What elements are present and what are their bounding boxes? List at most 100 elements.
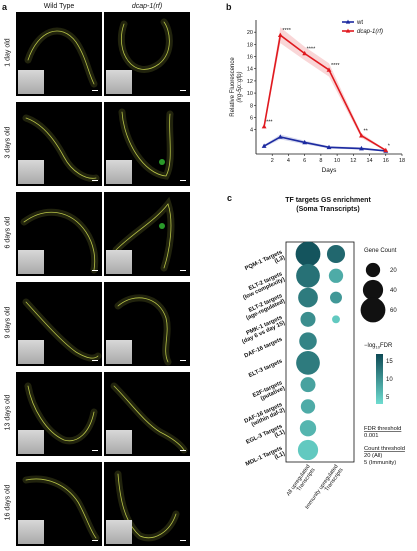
significance-label: *** (266, 120, 273, 126)
y-tick-label: 4 (250, 128, 253, 134)
gfp-signal (159, 159, 165, 165)
scale-bar (92, 540, 98, 541)
brightfield-inset (106, 250, 132, 274)
note-value-1-1: 5 (Immunity) (364, 460, 396, 466)
color-legend-tick-1: 10 (386, 377, 393, 383)
note-value-0-0: 0.001 (364, 433, 379, 439)
data-point (261, 123, 267, 129)
x-tick-label: 14 (366, 158, 372, 164)
brightfield-inset (106, 70, 132, 94)
dot-0-0 (295, 241, 321, 267)
color-legend-bar (376, 354, 383, 404)
color-legend-tick-0: 15 (386, 359, 393, 365)
worm-edge (117, 297, 169, 363)
worm-edge (27, 30, 95, 85)
category-label-9: MDL-1 Targets(L1) (245, 445, 286, 473)
x-tick-label: 2 (271, 158, 274, 164)
data-point (383, 147, 389, 153)
brightfield-inset (106, 430, 132, 454)
micrograph-dcap1-3 (104, 282, 190, 366)
category-label-5: ELT-3 targets (248, 358, 283, 379)
scale-bar (180, 360, 186, 361)
data-point (326, 67, 332, 72)
row-label-4: 13 days old (4, 394, 12, 431)
color-legend-title: −log10FDR (364, 343, 393, 350)
legend-label-1: dcap-1(rf) (357, 29, 383, 35)
scale-bar (92, 270, 98, 271)
row-label-5: 16 days old (4, 484, 12, 521)
dot-1-1 (328, 268, 344, 283)
y-tick-label: 8 (250, 103, 253, 109)
scale-bar (180, 270, 186, 271)
legend-marker-0 (345, 19, 351, 24)
data-point (277, 32, 283, 38)
note-value-1-0: 20 (All) (364, 453, 382, 459)
dot-3-1 (332, 315, 340, 324)
row-label-3: 9 days old (4, 306, 12, 339)
size-legend-label-1: 40 (390, 288, 397, 294)
panel-b-line-chart: 4 6 8 10 12 14 16 18 20 2 4 6 8 10 12 14 16 18 Days Relativ… (230, 19, 405, 174)
worm-outline (114, 470, 180, 542)
micrograph-wt-1 (16, 102, 102, 186)
brightfield-inset (18, 520, 44, 544)
data-point (261, 143, 267, 148)
scale-bar (92, 90, 98, 91)
dot-6-0 (300, 377, 316, 393)
micrograph-dcap1-4 (104, 372, 190, 456)
size-legend-label-2: 60 (390, 308, 397, 314)
x-tick-label: 4 (287, 158, 290, 164)
data-point (359, 145, 364, 151)
category-label-6: E2F-targets(putative) (252, 380, 286, 404)
gfp-signal (159, 223, 165, 229)
micrograph-dcap1-2 (104, 192, 190, 276)
panel-c-dot-plot: TF targets GS enrichment (Soma Transcript… (241, 197, 405, 510)
significance-label: **** (282, 28, 291, 34)
y-tick-label: 10 (247, 91, 253, 97)
significance-label: **** (307, 47, 316, 53)
micrograph-dcap1-1 (104, 102, 190, 186)
column-header-dcap1: dcap-1(rf) (131, 3, 163, 10)
worm-body (117, 18, 173, 73)
size-legend-dot-1 (362, 279, 384, 301)
micrograph-wt-2 (16, 192, 102, 276)
worm-edge (117, 473, 177, 539)
panel-c-title: TF targets GS enrichment (285, 197, 371, 204)
size-legend-label-0: 20 (390, 268, 397, 274)
y-tick-label: 20 (247, 30, 253, 36)
dot-1-0 (296, 263, 320, 288)
worm-outline (118, 108, 174, 180)
brightfield-inset (106, 160, 132, 184)
significance-label: ** (363, 129, 368, 135)
sem-band-0 (264, 134, 386, 152)
worm-outline (20, 208, 99, 274)
brightfield-inset (18, 430, 44, 454)
significance-label: **** (331, 63, 340, 69)
scale-bar (180, 540, 186, 541)
worm-edge (27, 385, 95, 442)
worm-outline (22, 475, 100, 542)
worm-outline (22, 298, 102, 362)
series-line-1 (263, 33, 387, 152)
y-axis-label: Relative Fluorescence(irg-5p::gfp) (230, 57, 243, 117)
data-point (277, 134, 283, 139)
worm-edge (121, 21, 170, 70)
color-legend-tick-2: 5 (386, 395, 390, 401)
worm-edge (23, 211, 96, 271)
panel-c-subtitle: (Soma Transcripts) (296, 206, 359, 213)
dot-3-0 (300, 311, 316, 327)
row-label-2: 6 days old (4, 216, 12, 249)
worm-edge (25, 478, 97, 539)
x-tick-label: 18 (399, 158, 405, 164)
worm-edge (25, 117, 97, 179)
note-title-0: FDR threshold (364, 426, 401, 432)
brightfield-inset (18, 340, 44, 364)
micrograph-wt-3 (16, 282, 102, 366)
worm-edge (115, 203, 172, 269)
data-point (359, 133, 364, 138)
data-point (302, 139, 308, 145)
data-point (302, 50, 308, 56)
scale-bar (92, 450, 98, 451)
worm-outline (117, 18, 173, 73)
panel-c-letter: c (227, 193, 233, 203)
x-tick-label: 10 (334, 158, 340, 164)
